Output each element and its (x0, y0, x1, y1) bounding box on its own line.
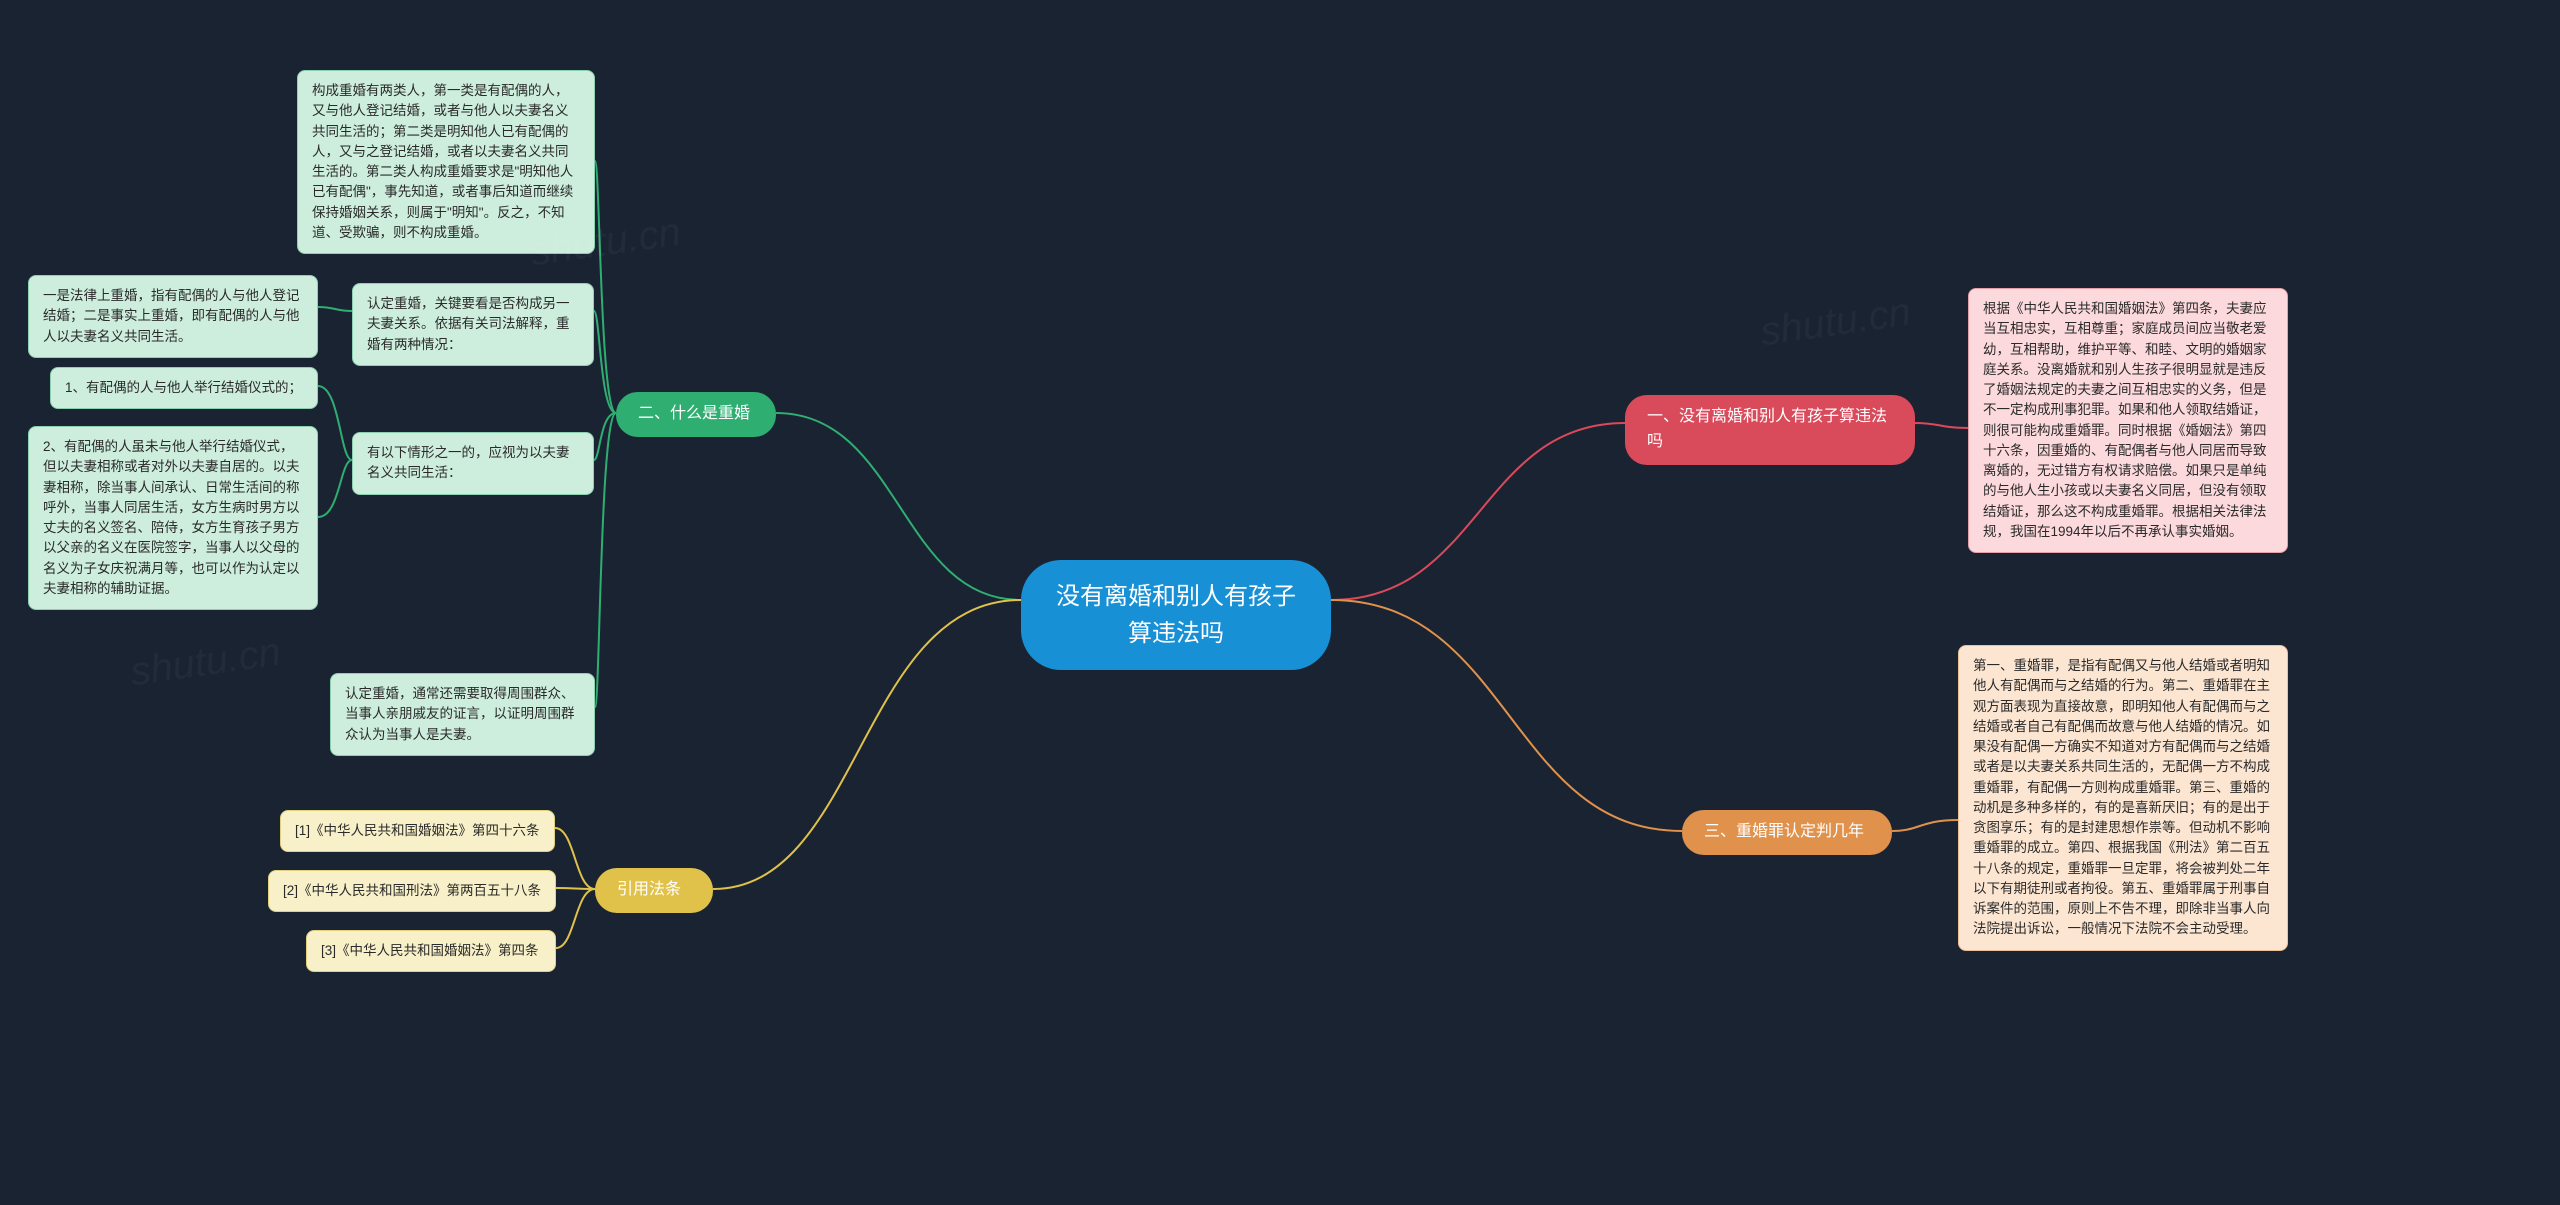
leaf-node-sub[interactable]: 2、有配偶的人虽未与他人举行结婚仪式，但以夫妻相称或者对外以夫妻自居的。以夫妻相… (28, 426, 318, 610)
connector (318, 307, 352, 311)
connector (1331, 600, 1682, 831)
leaf-node[interactable]: 第一、重婚罪，是指有配偶又与他人结婚或者明知他人有配偶而与之结婚的行为。第二、重… (1958, 645, 2288, 951)
leaf-node[interactable]: 有以下情形之一的，应视为以夫妻名义共同生活： (352, 432, 594, 495)
leaf-node[interactable]: 认定重婚，关键要看是否构成另一夫妻关系。依据有关司法解释，重婚有两种情况： (352, 283, 594, 366)
connector (1915, 423, 1968, 428)
connector (1331, 423, 1625, 600)
branch-node-b1[interactable]: 一、没有离婚和别人有孩子算违法吗 (1625, 395, 1915, 465)
connector (776, 413, 1021, 600)
connector (556, 888, 595, 889)
connector (318, 460, 352, 517)
branch-node-b3[interactable]: 三、重婚罪认定判几年 (1682, 810, 1892, 855)
connector (555, 828, 595, 889)
leaf-node-sub[interactable]: 一是法律上重婚，指有配偶的人与他人登记结婚；二是事实上重婚，即有配偶的人与他人以… (28, 275, 318, 358)
branch-node-b2[interactable]: 二、什么是重婚 (616, 392, 776, 437)
leaf-node[interactable]: 构成重婚有两类人，第一类是有配偶的人，又与他人登记结婚，或者与他人以夫妻名义共同… (297, 70, 595, 254)
connector (556, 889, 595, 948)
watermark: shutu.cn (1758, 290, 1914, 356)
watermark: shutu.cn (128, 630, 284, 696)
center-node[interactable]: 没有离婚和别人有孩子算违法吗 (1021, 560, 1331, 670)
branch-node-b4[interactable]: 引用法条 (595, 868, 713, 913)
leaf-node[interactable]: 认定重婚，通常还需要取得周围群众、当事人亲朋戚友的证言，以证明周围群众认为当事人… (330, 673, 595, 756)
leaf-node-sub[interactable]: 1、有配偶的人与他人举行结婚仪式的； (50, 367, 318, 409)
connector (594, 413, 616, 460)
connector (713, 600, 1021, 889)
leaf-node[interactable]: [3]《中华人民共和国婚姻法》第四条 (306, 930, 556, 972)
leaf-node[interactable]: [2]《中华人民共和国刑法》第两百五十八条 (268, 870, 556, 912)
connector (318, 386, 352, 460)
connector (595, 161, 616, 413)
connector (594, 311, 616, 413)
connector (595, 413, 616, 707)
leaf-node[interactable]: [1]《中华人民共和国婚姻法》第四十六条 (280, 810, 555, 852)
connector (1892, 820, 1958, 831)
leaf-node[interactable]: 根据《中华人民共和国婚姻法》第四条，夫妻应当互相忠实，互相尊重；家庭成员间应当敬… (1968, 288, 2288, 553)
